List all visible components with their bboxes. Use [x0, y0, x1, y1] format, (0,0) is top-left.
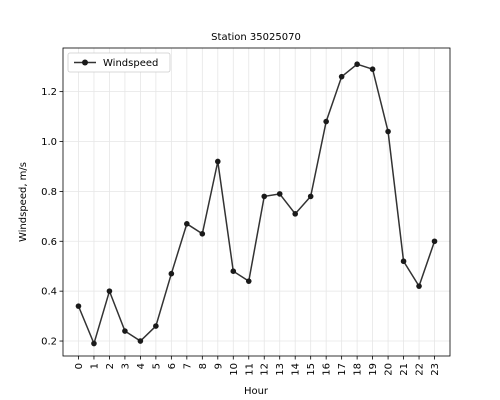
data-point	[276, 191, 283, 197]
x-tick-label: 0	[74, 363, 85, 369]
x-axis-ticks: 0 1 2 3 4 5 6 7 8 9 10 11 12 13 14 15 16 17 18 19 20 21 22 23	[74, 356, 441, 376]
x-tick-label: 5	[151, 363, 162, 369]
x-tick-label: 17	[337, 363, 348, 376]
data-point	[245, 278, 252, 284]
data-point	[431, 238, 438, 245]
data-point	[91, 340, 97, 347]
x-tick-label: 19	[368, 363, 379, 376]
x-tick-label: 22	[415, 363, 426, 376]
plot-frame	[62, 47, 451, 357]
data-point	[199, 230, 206, 237]
x-tick-label: 10	[229, 363, 240, 376]
x-tick-label: 14	[291, 363, 302, 376]
data-point	[338, 73, 345, 80]
data-point	[106, 288, 113, 294]
series-windspeed	[75, 61, 438, 347]
data-point	[75, 303, 82, 309]
x-tick-label: 16	[322, 363, 333, 376]
chart-title: Station 35025070	[211, 32, 301, 43]
data-point	[400, 258, 407, 265]
grid-lines	[63, 48, 450, 356]
y-tick-label: 1.0	[41, 137, 57, 148]
data-point	[292, 211, 299, 217]
x-tick-label: 12	[260, 363, 271, 376]
legend-label-windspeed: Windspeed	[103, 58, 158, 69]
y-tick-label: 0.4	[41, 287, 57, 298]
data-point	[137, 338, 144, 344]
x-tick-label: 2	[105, 363, 116, 369]
data-point	[122, 328, 128, 334]
x-tick-label: 15	[306, 363, 317, 376]
data-point	[385, 128, 391, 135]
y-axis-ticks: 0.2 0.4 0.6 0.8 1.0 1.2	[41, 87, 63, 348]
y-axis-label: Windspeed, m/s	[18, 162, 29, 242]
x-tick-label: 21	[399, 363, 410, 376]
x-tick-label: 4	[136, 363, 147, 369]
x-tick-label: 23	[430, 363, 441, 376]
data-point	[184, 221, 190, 227]
y-tick-label: 0.2	[41, 337, 57, 348]
x-tick-label: 18	[353, 363, 364, 376]
data-point	[215, 158, 221, 165]
x-tick-label: 8	[198, 363, 209, 369]
legend: Windspeed	[67, 52, 171, 73]
data-point	[323, 118, 329, 125]
x-tick-label: 20	[384, 363, 395, 376]
series-line	[77, 63, 436, 346]
data-point	[416, 283, 422, 289]
x-tick-label: 7	[182, 363, 193, 369]
data-point	[369, 66, 376, 72]
data-point	[354, 61, 360, 68]
y-tick-label: 1.2	[41, 87, 57, 98]
x-tick-label: 9	[213, 363, 224, 369]
data-point	[153, 323, 159, 329]
legend-box	[67, 52, 171, 73]
x-tick-label: 11	[244, 363, 255, 376]
data-point	[168, 270, 175, 277]
y-tick-label: 0.6	[41, 237, 57, 248]
data-point	[230, 268, 237, 275]
y-tick-label: 0.8	[41, 187, 57, 198]
data-point	[261, 193, 268, 200]
x-tick-label: 6	[167, 363, 178, 369]
legend-marker-swatch	[82, 59, 88, 66]
data-point	[307, 193, 314, 200]
x-tick-label: 13	[275, 363, 286, 376]
x-tick-label: 1	[89, 363, 100, 369]
x-tick-label: 3	[120, 363, 131, 369]
x-axis-label: Hour	[244, 386, 269, 397]
